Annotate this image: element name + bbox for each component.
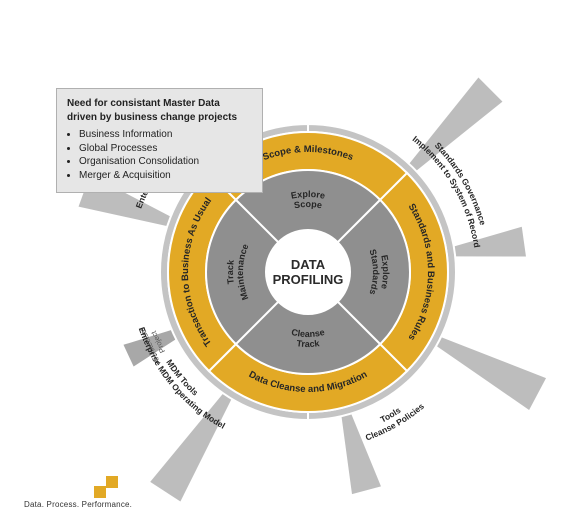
svg-text:Track: Track [296, 338, 321, 349]
callout-title: Need for consistant Master Data driven b… [67, 98, 237, 123]
center-label: DATA [291, 257, 326, 272]
spoke [341, 414, 381, 495]
spoke [409, 78, 502, 171]
callout-bullet: Organisation Consolidation [79, 155, 252, 169]
spoke [436, 337, 546, 410]
mdm-wheel-diagram: ArchitectureProjectScope & MilestonesSta… [0, 0, 588, 525]
center-label: PROFILING [273, 272, 344, 287]
outer-label: Cleanse PoliciesTools [364, 401, 426, 443]
brand-logo-icon [94, 476, 120, 498]
svg-text:Track: Track [225, 258, 236, 284]
callout-bullet: Merger & Acquisition [79, 169, 252, 183]
brand-tagline: Data. Process. Performance. [24, 500, 132, 509]
callout-bullet: Global Processes [79, 142, 252, 156]
callout-box: Need for consistant Master Data driven b… [56, 88, 263, 193]
callout-bullet: Business Information [79, 128, 252, 142]
spoke [454, 227, 526, 257]
svg-text:Scope: Scope [293, 199, 323, 210]
callout-list: Business Information Global Processes Or… [67, 128, 252, 182]
spoke [150, 393, 231, 501]
